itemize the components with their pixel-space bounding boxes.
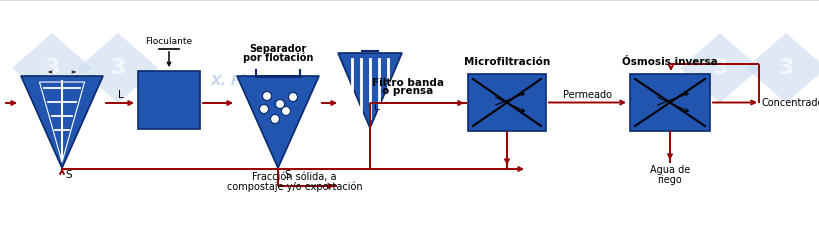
Text: Ósmosis inversa: Ósmosis inversa <box>622 57 717 67</box>
Text: Agua de: Agua de <box>649 165 690 175</box>
Text: Filtro banda: Filtro banda <box>372 78 443 88</box>
Circle shape <box>275 100 284 109</box>
Circle shape <box>281 106 290 116</box>
Text: Separador: Separador <box>249 44 306 54</box>
Bar <box>138 71 200 129</box>
Text: 3: 3 <box>712 58 726 78</box>
Bar <box>629 74 709 131</box>
Polygon shape <box>78 33 158 103</box>
Polygon shape <box>337 53 401 128</box>
Text: 3: 3 <box>777 58 793 78</box>
Text: Microfiltración: Microfiltración <box>464 57 550 67</box>
Polygon shape <box>21 76 103 168</box>
Polygon shape <box>237 76 319 168</box>
Text: riego: riego <box>657 175 681 185</box>
Bar <box>468 74 545 131</box>
Polygon shape <box>745 33 819 103</box>
Polygon shape <box>679 33 759 103</box>
Polygon shape <box>12 33 92 103</box>
Circle shape <box>270 115 279 124</box>
Text: Fracción sólida, a: Fracción sólida, a <box>252 172 337 182</box>
Text: S: S <box>283 170 290 180</box>
Text: Floculante: Floculante <box>145 37 192 46</box>
Text: S: S <box>65 170 71 180</box>
Text: por flotación: por flotación <box>242 52 313 63</box>
Text: 3: 3 <box>44 58 60 78</box>
Text: Permeado: Permeado <box>563 89 612 100</box>
Text: compostaje y/o exportación: compostaje y/o exportación <box>226 181 362 191</box>
Circle shape <box>259 104 268 113</box>
Circle shape <box>262 91 271 100</box>
Text: X. Flotats: X. Flotats <box>210 74 285 88</box>
Text: o prensa: o prensa <box>382 86 433 96</box>
Text: Concentrado: Concentrado <box>761 97 819 107</box>
Text: 3: 3 <box>111 58 125 78</box>
Text: L: L <box>117 90 123 100</box>
Text: L: L <box>373 102 379 112</box>
Circle shape <box>288 92 297 101</box>
